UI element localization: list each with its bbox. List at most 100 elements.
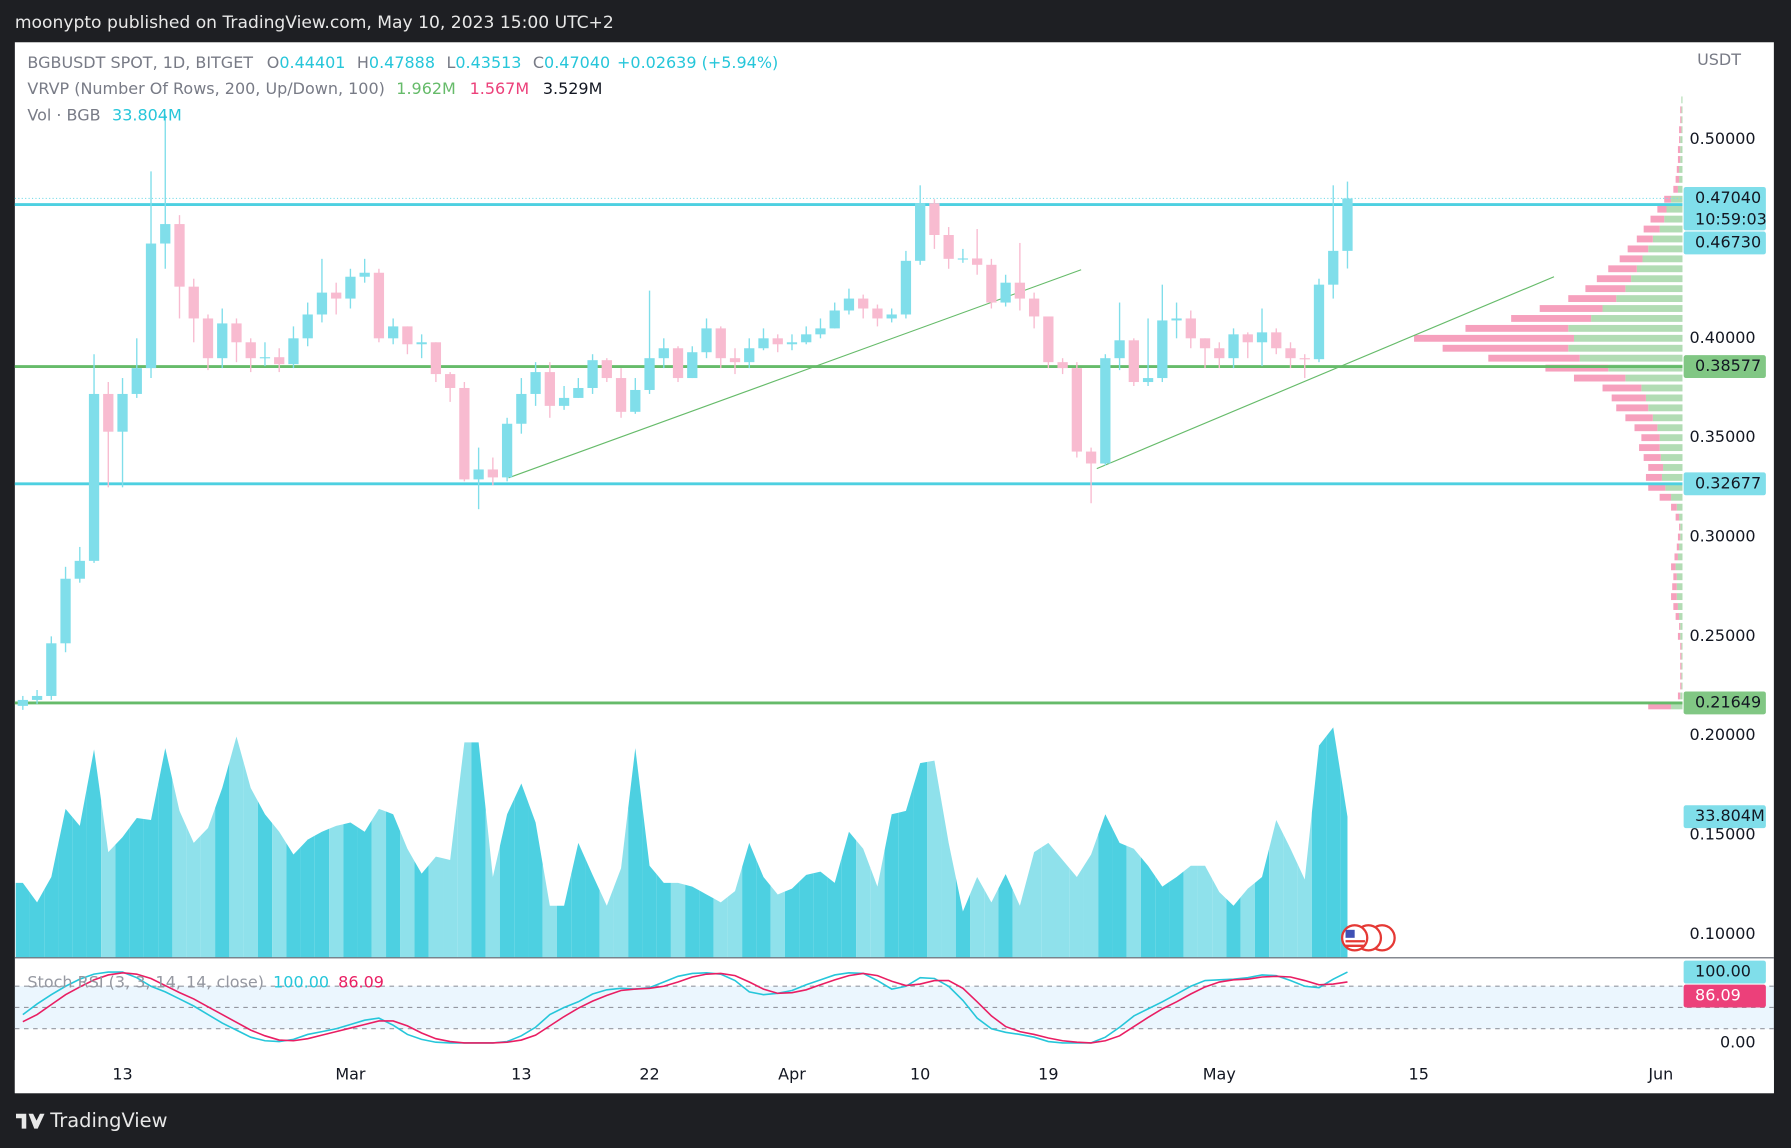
vrvp-up — [1681, 672, 1683, 680]
volume-area — [799, 873, 814, 958]
candle-body — [1256, 332, 1268, 343]
vrvp-up — [1671, 702, 1683, 710]
volume-area — [115, 827, 130, 958]
candle-body — [658, 348, 669, 359]
vrvp-down — [1511, 315, 1592, 322]
volume-area — [670, 882, 686, 958]
x-tick-label: Jun — [1647, 1064, 1673, 1083]
volume-area — [913, 761, 928, 958]
vrvp-up — [1659, 225, 1683, 233]
brand: TradingView — [15, 1109, 168, 1132]
vrvp-up — [1631, 275, 1683, 283]
volume-area — [44, 842, 59, 958]
flag-canton — [1345, 929, 1355, 938]
candle-body — [815, 328, 826, 335]
candle-body — [1185, 318, 1196, 339]
volume-area — [613, 808, 629, 958]
vrvp-up — [1680, 533, 1683, 541]
volume-area — [1340, 772, 1348, 958]
candle-body — [402, 326, 413, 345]
vrvp-down — [1627, 245, 1649, 253]
candle-body — [259, 357, 271, 359]
vrvp-up — [1660, 454, 1683, 461]
stoch-d-label: 86.09 — [338, 972, 384, 991]
vrvp-up — [1671, 195, 1683, 203]
vrvp-up — [1636, 265, 1683, 273]
vrvp-down — [1573, 374, 1626, 382]
candle-body — [786, 342, 798, 345]
vrvp-total: 3.529M — [543, 79, 603, 98]
volume-area — [927, 760, 942, 958]
x-tick-label: Apr — [778, 1064, 806, 1083]
candle-body — [587, 360, 598, 388]
volume-area — [72, 787, 87, 958]
candle-body — [929, 203, 940, 235]
vrvp-down — [1643, 225, 1660, 233]
volume-area — [642, 806, 657, 958]
candle-body — [444, 374, 456, 388]
x-tick-label: Mar — [335, 1064, 366, 1083]
vrvp-up — [1625, 285, 1683, 293]
candle-body — [131, 368, 142, 394]
candle-body — [231, 323, 242, 343]
vrvp-up — [1645, 394, 1683, 402]
candle-body — [1242, 334, 1253, 343]
vrvp-down — [1539, 305, 1603, 312]
candle-body — [1085, 451, 1097, 464]
volume-area — [1069, 865, 1084, 958]
vrvp-down: 1.567M — [470, 79, 530, 98]
candle-body — [801, 334, 812, 343]
stoch-layer — [14, 971, 1774, 1044]
vrvp-down — [1414, 334, 1574, 342]
vrvp-up — [1680, 146, 1683, 153]
ohlc-value: 0.44401 — [279, 52, 345, 71]
vrvp-up — [1681, 682, 1683, 690]
vrvp-down — [1648, 483, 1666, 491]
stoch-k-label: 100.00 — [273, 972, 329, 991]
vrvp-up — [1657, 424, 1683, 432]
volume-area — [656, 874, 671, 958]
vrvp-down — [1641, 434, 1660, 442]
vrvp-down — [1680, 672, 1682, 680]
x-tick-label: 13 — [112, 1064, 132, 1083]
candle-body — [1271, 332, 1282, 349]
volume-area — [471, 742, 486, 958]
candle-body — [957, 258, 969, 260]
vrvp-up — [1642, 255, 1683, 263]
vrvp-up — [1676, 573, 1683, 581]
candle-body — [544, 372, 555, 406]
level-tag-bg — [1683, 472, 1766, 496]
vrvp-up — [1680, 622, 1683, 630]
volume-area — [1155, 876, 1170, 958]
volume-area — [955, 877, 971, 958]
vrvp-up — [1664, 215, 1683, 223]
ohlc-key: C — [533, 52, 544, 71]
volume-area — [1283, 834, 1298, 958]
candle-body — [302, 314, 313, 339]
volume-area — [101, 800, 116, 958]
vrvp-down — [1465, 324, 1569, 332]
vrvp-layer — [1414, 96, 1683, 710]
candle-body — [160, 224, 171, 244]
last-price-tag: 10:59:03 — [1695, 210, 1767, 229]
vrvp-up — [1661, 473, 1683, 481]
volume-area — [457, 742, 472, 958]
vrvp-up — [1663, 464, 1683, 471]
candle-body — [1228, 334, 1239, 359]
vrvp-up — [1568, 324, 1683, 332]
vrvp-down — [1488, 354, 1580, 362]
candle-body — [1299, 358, 1310, 360]
vrvp-down — [1650, 215, 1665, 223]
candle-body — [487, 469, 499, 478]
candle-body — [729, 358, 741, 363]
vrvp-up — [1648, 245, 1683, 253]
publisher: moonypto published on TradingView.com, M… — [15, 13, 614, 33]
vrvp-down — [1677, 632, 1681, 640]
candle-body — [1000, 282, 1011, 303]
vrvp-up — [1652, 235, 1683, 243]
level-tag-bg — [1683, 231, 1766, 255]
vrvp-down — [1675, 513, 1680, 521]
vrvp-name: VRVP (Number Of Rows, 200, Up/Down, 100) — [27, 79, 384, 98]
volume-area — [243, 762, 258, 958]
candle-body — [858, 298, 869, 309]
